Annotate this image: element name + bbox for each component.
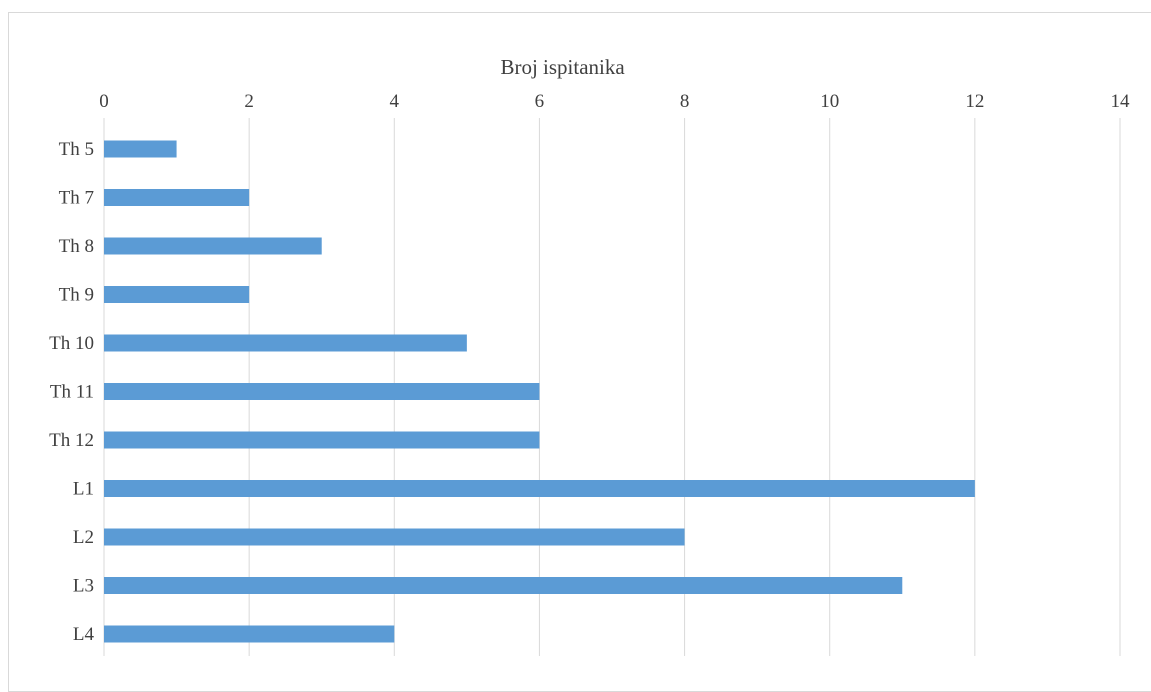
x-tick-label: 12	[965, 91, 984, 112]
category-layer: Th 5 Th 7 Th 8 Th 9 Th 10 Th 11 Th 12 L1 L2 L3 L4	[49, 139, 94, 645]
category-label: L4	[73, 624, 95, 645]
category-label: L1	[73, 479, 94, 500]
x-tick-label: 4	[390, 91, 400, 112]
bar-l3	[104, 577, 903, 594]
category-label: L2	[73, 527, 94, 548]
category-label: Th 12	[49, 430, 94, 451]
bar-l1	[104, 480, 975, 497]
category-label: Th 10	[49, 333, 94, 354]
x-tick-label: 2	[244, 91, 254, 112]
bar-th-10	[104, 334, 467, 352]
x-tick-label: 10	[820, 91, 839, 112]
bar-th-8	[104, 237, 322, 255]
bar-th-7	[104, 189, 250, 206]
category-label: Th 5	[59, 139, 94, 160]
category-label: L3	[73, 576, 94, 597]
x-tick-label: 8	[680, 91, 690, 112]
x-axis-title: Broj ispitanika	[500, 55, 625, 79]
x-tick-label: 0	[99, 91, 109, 112]
bar-layer	[104, 140, 975, 643]
category-label: Th 7	[59, 188, 94, 209]
category-label: Th 8	[59, 236, 94, 257]
bar-th-12	[104, 431, 540, 449]
bar-th-11	[104, 383, 540, 400]
bar-th-5	[104, 140, 177, 158]
category-label: Th 11	[50, 382, 94, 403]
x-tick-label: 14	[1111, 91, 1131, 112]
bar-l2	[104, 528, 685, 546]
category-label: Th 9	[59, 285, 94, 306]
x-tick-label: 6	[535, 91, 545, 112]
tick-layer: 0 2 4 6 8 10 12 14	[99, 91, 1130, 112]
bar-l4	[104, 625, 395, 643]
bar-th-9	[104, 286, 250, 303]
